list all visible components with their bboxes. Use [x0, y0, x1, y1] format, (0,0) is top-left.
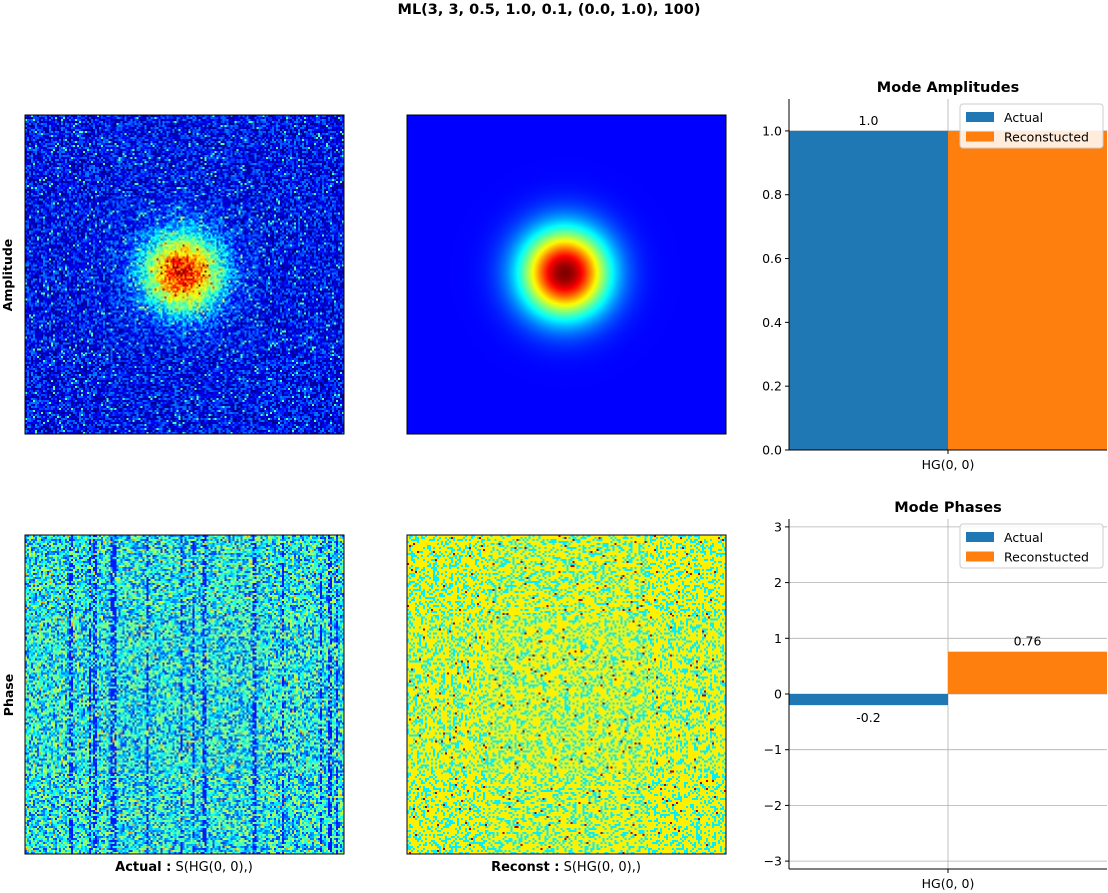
phases-ytick-label: −1	[764, 742, 782, 757]
panel-reconstructed-amplitude	[407, 115, 726, 434]
amplitudes-ytick-label: 0.0	[762, 443, 782, 458]
phases-legend-swatch-reconstructed	[966, 551, 994, 562]
phases-legend-label-reconstructed: Reconstucted	[1004, 550, 1089, 565]
mode-phases-chart: −3 −2 −1 0 1 2 3 HG(0, 0) Mode Phases -0.2 0.76 Act…	[764, 500, 1107, 891]
col-label-reconst-text: S(HG(0, 0),)	[559, 860, 640, 875]
col-label-actual-bold: Actual :	[115, 860, 171, 875]
panel-reconstructed-phase	[407, 535, 726, 854]
amplitudes-legend-label-actual: Actual	[1004, 110, 1043, 125]
amplitudes-title: Mode Amplitudes	[877, 80, 1019, 96]
amplitudes-ytick-label: 1.0	[762, 123, 782, 138]
panel-actual-amplitude	[25, 115, 344, 434]
frame-reconstructed-phase	[406, 534, 727, 855]
phases-ytick-label: 0	[774, 687, 782, 702]
phases-ytick-label: 2	[774, 575, 782, 590]
amplitudes-ytick-label: 0.2	[762, 379, 782, 394]
amplitudes-bar-actual	[789, 130, 948, 450]
phases-legend-label-actual: Actual	[1004, 530, 1043, 545]
actual-phase-image	[25, 535, 344, 854]
phases-data-label-actual: -0.2	[856, 710, 880, 725]
amplitudes-legend	[959, 103, 1104, 149]
col-label-reconst-bold: Reconst :	[491, 860, 559, 875]
amplitudes-ytick-label: 0.8	[762, 187, 782, 202]
phases-data-label-reconstructed: 0.76	[1014, 634, 1042, 649]
amplitudes-legend-swatch-reconstructed	[966, 131, 994, 142]
amplitudes-ytick-label: 0.4	[762, 315, 782, 330]
panel-actual-phase	[25, 535, 344, 854]
amplitudes-data-label: 1.0	[859, 113, 879, 128]
phases-ytick-label: −2	[764, 798, 782, 813]
mode-amplitudes-chart: 0.0 0.2 0.4 0.6 0.8 1.0 HG(0, 0) Mode Amplitude…	[762, 80, 1107, 472]
phases-legend-swatch-actual	[966, 532, 994, 542]
phases-ytick-label: −3	[764, 854, 782, 869]
frame-actual-phase	[24, 534, 345, 855]
amplitudes-xtick-label: HG(0, 0)	[922, 457, 975, 472]
reconstructed-amplitude-image	[407, 115, 726, 434]
amplitudes-ytick-label: 0.6	[762, 251, 782, 266]
figure-title: ML(3, 3, 0.5, 1.0, 0.1, (0.0, 1.0), 100)	[398, 2, 701, 18]
phases-xtick-label: HG(0, 0)	[922, 876, 975, 891]
reconstructed-phase-image	[407, 535, 726, 854]
actual-amplitude-image	[25, 115, 344, 434]
phases-bar-actual	[789, 694, 948, 706]
col-label-actual-text: S(HG(0, 0),)	[171, 860, 252, 875]
phases-legend	[959, 523, 1104, 569]
phases-bar-reconstructed	[948, 651, 1107, 694]
amplitudes-legend-label-reconstructed: Reconstucted	[1004, 130, 1089, 145]
phases-ytick-label: 1	[774, 631, 782, 646]
row-label-amplitude: Amplitude	[0, 239, 15, 312]
col-label-actual: Actual : S(HG(0, 0),)	[115, 860, 253, 875]
phases-ytick-label: 3	[774, 519, 782, 534]
phases-title: Mode Phases	[894, 500, 1001, 516]
amplitudes-bar-reconstructed	[948, 130, 1107, 450]
frame-reconstructed-amplitude	[406, 114, 727, 435]
amplitudes-legend-swatch-actual	[966, 112, 994, 122]
col-label-reconst: Reconst : S(HG(0, 0),)	[491, 860, 641, 875]
row-label-phase: Phase	[1, 674, 16, 716]
frame-actual-amplitude	[24, 114, 345, 435]
